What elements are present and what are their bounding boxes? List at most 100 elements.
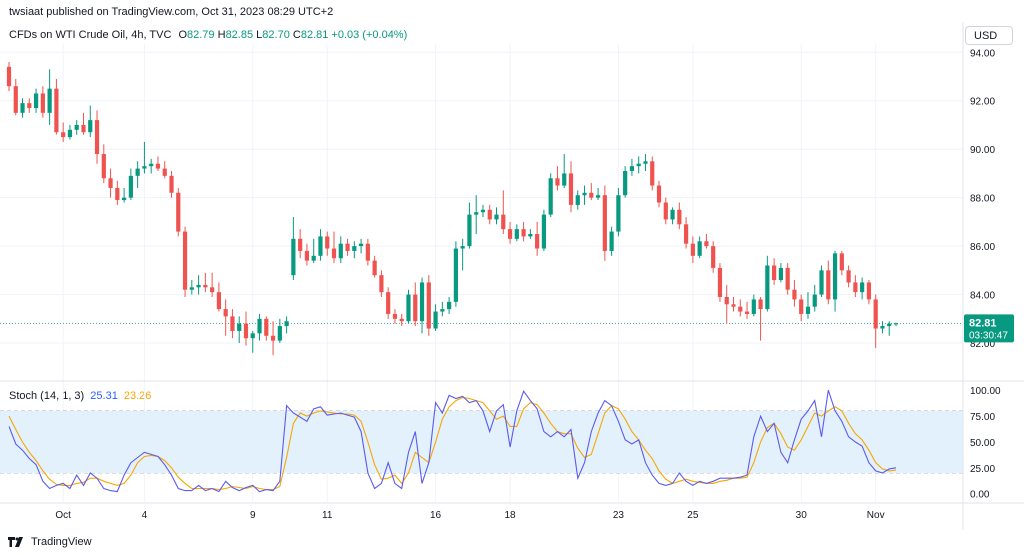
candle: [74, 120, 79, 135]
candle-body: [765, 265, 770, 310]
candle-body: [460, 246, 465, 249]
last-price-label: [964, 314, 1014, 343]
last-price-tag: 82.81 03:30:47: [964, 314, 1014, 343]
candle: [595, 187, 601, 201]
candle: [264, 316, 269, 341]
currency-button[interactable]: USD: [965, 26, 1013, 45]
candle: [135, 161, 140, 188]
stoch-k-line: [8, 390, 897, 493]
candle-body: [819, 270, 824, 295]
candle: [839, 250, 844, 276]
candle: [819, 265, 824, 297]
candle: [40, 86, 45, 118]
candle-body: [13, 86, 18, 113]
candle-body: [20, 103, 25, 113]
candle-body: [406, 294, 411, 322]
candle: [284, 316, 289, 334]
candle-body: [514, 229, 519, 239]
candle-body: [311, 255, 316, 261]
candle: [670, 207, 675, 225]
time-tick-label: 9: [250, 510, 256, 521]
candle-body: [128, 175, 133, 198]
candle: [711, 241, 716, 273]
candle-body: [474, 212, 479, 215]
candle: [162, 161, 167, 179]
candle-body: [223, 309, 228, 317]
candle-body: [772, 265, 777, 281]
candle-body: [873, 299, 878, 329]
candle: [101, 144, 106, 184]
candle: [738, 299, 743, 317]
candle: [575, 190, 580, 210]
candle-body: [853, 282, 858, 293]
candle: [453, 241, 458, 307]
candle-body: [623, 171, 628, 196]
candle-body: [291, 238, 296, 276]
price-tick-label: 84.00: [970, 291, 995, 302]
candle: [358, 238, 364, 254]
candle: [656, 180, 662, 208]
candle-body: [250, 333, 255, 339]
candle-body: [399, 318, 404, 322]
candle-body: [501, 214, 506, 230]
candle: [507, 221, 513, 244]
candle: [237, 316, 242, 344]
candle: [494, 207, 499, 225]
bar-countdown: 03:30:47: [969, 330, 1008, 341]
candle: [122, 187, 127, 203]
candle: [555, 166, 560, 191]
low-value: 82.70: [262, 29, 290, 41]
candle-body: [704, 241, 709, 247]
candle: [616, 187, 621, 237]
candle-body: [846, 270, 851, 283]
candle-body: [656, 185, 662, 203]
candles-layer: [6, 61, 899, 356]
candle: [94, 110, 100, 164]
candle-body: [318, 236, 323, 256]
candle: [744, 301, 750, 319]
candle: [47, 69, 52, 125]
candle: [643, 154, 648, 171]
candle: [778, 263, 783, 283]
candle: [853, 275, 858, 297]
candle-body: [135, 168, 140, 176]
candle-body: [88, 120, 93, 133]
candle-body: [778, 267, 783, 281]
candle-body: [352, 246, 357, 251]
candle-body: [832, 253, 838, 300]
candle-body: [629, 166, 635, 171]
time-tick-label: 4: [142, 510, 148, 521]
candle: [846, 265, 851, 288]
candle-body: [751, 299, 756, 314]
candle-body: [582, 192, 587, 196]
change-value: +0.03 (+0.04%): [331, 29, 408, 41]
candle: [880, 321, 885, 334]
candle: [413, 282, 418, 327]
time-tick-label: 18: [504, 510, 516, 521]
candle-body: [697, 241, 702, 256]
candle-body: [663, 202, 668, 220]
candle-body: [433, 311, 438, 329]
candle: [860, 277, 865, 300]
stoch-band: [0, 410, 963, 474]
candle: [379, 270, 384, 297]
candle-body: [54, 88, 59, 133]
footer-brand[interactable]: TradingView: [8, 534, 92, 550]
candle-body: [589, 192, 594, 198]
candle-body: [880, 326, 885, 329]
publish-header: twsiaat published on TradingView.com, Oc…: [9, 6, 334, 18]
candle-body: [805, 306, 811, 314]
candle-body: [731, 304, 736, 307]
candle: [20, 98, 25, 118]
candle-body: [61, 132, 66, 138]
candle: [562, 154, 567, 188]
candle: [325, 231, 330, 256]
candle: [629, 158, 635, 176]
candle: [765, 255, 770, 312]
candle-body: [277, 326, 282, 341]
candle: [805, 292, 811, 319]
candle-body: [738, 306, 743, 312]
candle: [27, 98, 32, 113]
